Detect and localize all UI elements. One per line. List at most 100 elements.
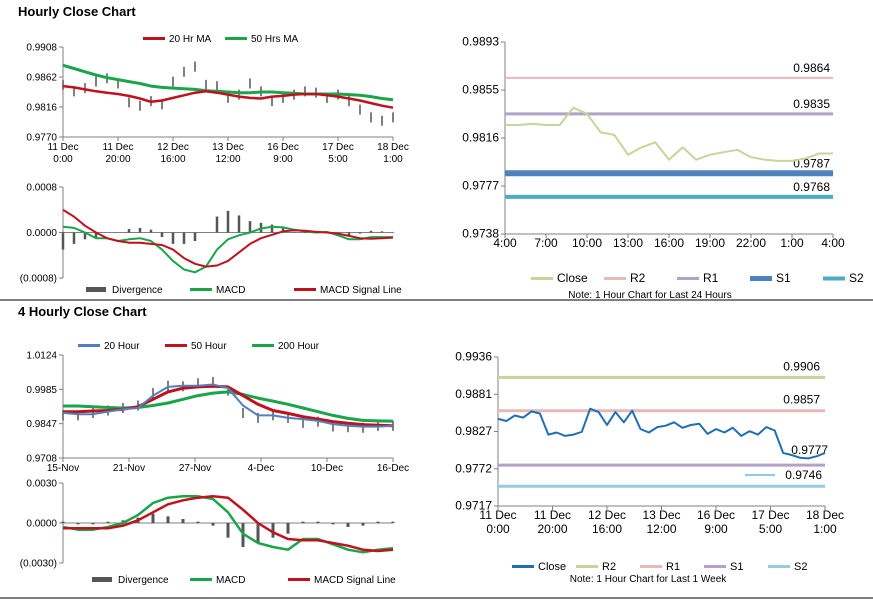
legend-label: Divergence	[112, 285, 163, 296]
legend-label: Divergence	[118, 575, 169, 586]
legend-label: R1	[666, 561, 680, 573]
x-tick-label: 4:00	[493, 236, 517, 250]
x-tick-label-line: 12:00	[215, 154, 240, 165]
x-tick-label-line: 1:00	[780, 236, 804, 250]
x-tick-label-line: 7:00	[534, 236, 558, 250]
x-tick-label: 11 Dec 20:00	[534, 508, 571, 536]
bottom-divider	[0, 597, 873, 599]
x-tick-label-line: 21-Nov	[113, 463, 145, 474]
legend-label: MACD Signal Line	[320, 285, 402, 296]
level-label-s1: 0.9787	[793, 156, 830, 170]
x-tick-label-line: 20:00	[537, 522, 567, 536]
level-label-s2: 0.9768	[793, 180, 830, 194]
series-line-signal	[62, 208, 394, 268]
y-tick-label: 0.9816	[462, 131, 499, 145]
series-line-ma50	[62, 63, 394, 102]
y-tick-label: 0.9772	[455, 461, 492, 475]
x-tick-label-line: 13 Dec	[642, 508, 680, 522]
x-tick-label-line: 16 Dec	[267, 142, 299, 153]
series-line-close	[505, 106, 833, 162]
x-tick-label: 11 Dec 0:00	[48, 142, 79, 165]
series-line-macd	[62, 225, 393, 274]
legend-label: S2	[849, 271, 864, 285]
y-tick-label: 0.9936	[455, 350, 492, 364]
y-tick-label: 0.9847	[26, 419, 57, 430]
four-hourly-macd-chart: 0.0030 0.0000 (0.0030) Divergence MACD MACD S…	[20, 479, 396, 587]
x-tick-label-line: 20:00	[105, 154, 130, 165]
x-tick-label-line: 5:00	[759, 522, 783, 536]
y-tick-label: 0.0030	[26, 479, 57, 490]
x-tick-label: 11 Dec 0:00	[479, 508, 516, 536]
y-tick-label: 0.0000	[26, 228, 57, 239]
x-tick-label-line: 10-Dec	[311, 463, 343, 474]
x-tick-label-line: 16:00	[592, 522, 622, 536]
x-tick-label: 21-Nov	[113, 463, 145, 474]
level-label-r2: 0.9864	[793, 61, 830, 75]
x-tick-label-line: 5:00	[328, 154, 348, 165]
x-tick-label: 12 Dec 16:00	[157, 142, 189, 165]
x-tick-label-line: 17 Dec	[322, 142, 354, 153]
hourly-section-title: Hourly Close Chart	[18, 4, 136, 19]
y-tick-label: 0.9777	[462, 179, 499, 193]
y-tick-label: 0.9893	[462, 35, 499, 49]
x-tick-label-line: 1:00	[383, 154, 403, 165]
legend-label: S1	[776, 271, 791, 285]
x-tick-label-line: 22:00	[736, 236, 766, 250]
x-tick-label-line: 4:00	[493, 236, 517, 250]
x-tick-label-line: 4-Dec	[248, 463, 275, 474]
x-tick-label-line: 9:00	[273, 154, 293, 165]
legend-label: Close	[557, 271, 588, 285]
x-tick-label: 10:00	[572, 236, 602, 250]
y-tick-label: 0.9827	[455, 424, 492, 438]
y-tick-label: 1.0124	[26, 351, 57, 362]
legend-swatch	[86, 287, 106, 292]
level-label-r1: 0.9835	[793, 97, 830, 111]
x-tick-label-line: 16:00	[654, 236, 684, 250]
level-label-r1: 0.9857	[783, 393, 820, 407]
legend-label: 200 Hour	[278, 341, 320, 352]
legend-label: 20 Hour	[104, 341, 140, 352]
legend-label: R1	[703, 271, 719, 285]
series-line-200h	[63, 390, 394, 423]
series-line-macd	[62, 495, 394, 554]
x-tick-label: 18 Dec 1:00	[806, 508, 844, 536]
y-tick-label: 0.9708	[26, 454, 57, 465]
x-tick-label-line: 11 Dec	[534, 508, 571, 522]
x-tick-label-line: 13:00	[613, 236, 643, 250]
x-tick-label-line: 16 Dec	[697, 508, 735, 522]
legend-label: MACD Signal Line	[314, 575, 396, 586]
y-tick-label: 0.9881	[455, 387, 492, 401]
y-tick-label: (0.0008)	[20, 274, 57, 285]
x-tick-label: 13 Dec 12:00	[642, 508, 680, 536]
legend-label: Close	[538, 561, 566, 573]
x-tick-label: 10-Dec	[311, 463, 343, 474]
y-tick-label: 0.9738	[462, 227, 499, 241]
x-tick-label-line: 9:00	[704, 522, 728, 536]
x-tick-label: 4:00	[821, 236, 845, 250]
chart-note: Note: 1 Hour Chart for Last 1 Week	[570, 574, 728, 585]
chart-note: Note: 1 Hour Chart for Last 24 Hours	[568, 290, 731, 301]
x-tick-label: 13:00	[613, 236, 643, 250]
x-tick-label-line: 12:00	[646, 522, 676, 536]
x-tick-label-line: 18 Dec	[377, 142, 409, 153]
y-tick-label: 0.9816	[26, 103, 57, 114]
x-tick-label: 13 Dec 12:00	[212, 142, 244, 165]
legend-label: 50 Hour	[191, 341, 227, 352]
series-line-20h	[62, 383, 394, 428]
hourly-macd-chart: 0.0008 0.0000 (0.0008) Divergence MACD MACD S…	[20, 183, 402, 297]
level-label-s1: 0.9777	[791, 443, 828, 457]
x-tick-label: 19:00	[695, 236, 725, 250]
legend-label: S1	[730, 561, 743, 573]
x-tick-label-line: 10:00	[572, 236, 602, 250]
x-tick-label-line: 16:00	[160, 154, 185, 165]
x-tick-label: 11 Dec 20:00	[103, 142, 134, 165]
x-tick-label: 1:00	[780, 236, 804, 250]
x-tick-label: 18 Dec 1:00	[377, 142, 409, 165]
level-label-r2: 0.9906	[783, 359, 820, 373]
legend-label: R2	[630, 271, 646, 285]
legend-label: S2	[794, 561, 807, 573]
